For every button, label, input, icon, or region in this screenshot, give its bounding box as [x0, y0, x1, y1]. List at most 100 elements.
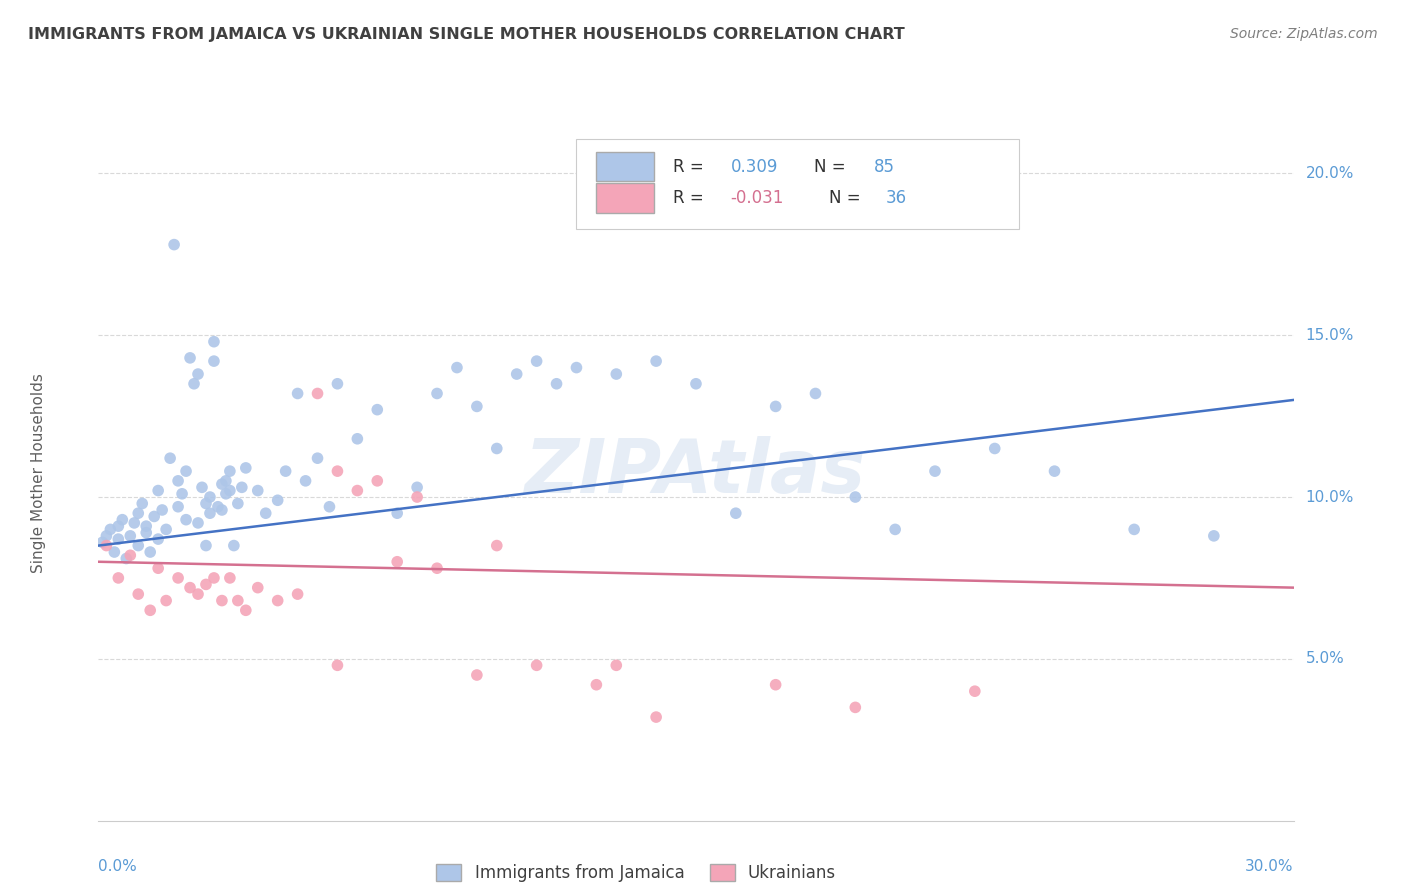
Point [426, 386, 449, 401]
Point [426, 561, 449, 575]
Point [565, 360, 588, 375]
Text: 20.0%: 20.0% [1305, 166, 1354, 181]
Point [179, 351, 201, 365]
Text: 0.0%: 0.0% [98, 859, 138, 874]
Point [485, 442, 508, 456]
Point [111, 513, 134, 527]
Text: IMMIGRANTS FROM JAMAICA VS UKRAINIAN SINGLE MOTHER HOUSEHOLDS CORRELATION CHART: IMMIGRANTS FROM JAMAICA VS UKRAINIAN SIN… [28, 27, 905, 42]
Point [167, 500, 190, 514]
Point [183, 376, 205, 391]
Point [211, 477, 233, 491]
Point [219, 571, 242, 585]
Point [135, 519, 157, 533]
Point [366, 474, 388, 488]
Point [307, 386, 329, 401]
Point [844, 490, 866, 504]
Point [465, 400, 488, 414]
Point [346, 432, 368, 446]
Text: N =: N = [828, 189, 866, 207]
Point [174, 513, 197, 527]
Point [307, 451, 329, 466]
Text: Source: ZipAtlas.com: Source: ZipAtlas.com [1230, 27, 1378, 41]
Point [526, 354, 548, 368]
Point [179, 581, 201, 595]
Text: 15.0%: 15.0% [1305, 327, 1354, 343]
Point [318, 500, 340, 514]
Point [406, 490, 429, 504]
Point [174, 464, 197, 478]
Point [287, 386, 309, 401]
Text: R =: R = [673, 189, 709, 207]
Point [96, 539, 118, 553]
Point [187, 587, 209, 601]
Point [139, 545, 162, 559]
Point [127, 539, 149, 553]
Point [150, 503, 173, 517]
Point [246, 581, 269, 595]
Point [924, 464, 946, 478]
Text: 85: 85 [875, 158, 896, 176]
Point [685, 376, 707, 391]
Point [235, 461, 257, 475]
Point [246, 483, 269, 498]
Point [120, 549, 142, 563]
Point [645, 354, 668, 368]
Point [195, 539, 218, 553]
Point [963, 684, 986, 698]
Point [366, 402, 388, 417]
Point [91, 535, 114, 549]
Point [1202, 529, 1225, 543]
Point [287, 587, 309, 601]
Point [385, 555, 409, 569]
Point [98, 522, 122, 536]
Point [103, 545, 125, 559]
Point [219, 464, 242, 478]
Text: 30.0%: 30.0% [1246, 859, 1294, 874]
Point [202, 571, 225, 585]
Point [226, 593, 249, 607]
Point [346, 483, 368, 498]
Point [135, 525, 157, 540]
Point [645, 710, 668, 724]
Point [506, 367, 529, 381]
Point [167, 571, 190, 585]
Text: 0.309: 0.309 [731, 158, 778, 176]
Point [96, 529, 118, 543]
Point [274, 464, 297, 478]
Point [211, 593, 233, 607]
Point [172, 487, 194, 501]
Point [107, 532, 129, 546]
Point [115, 551, 138, 566]
Point [107, 571, 129, 585]
Point [546, 376, 568, 391]
Point [195, 577, 218, 591]
Point [163, 237, 186, 252]
Point [765, 678, 787, 692]
Point [219, 483, 242, 498]
Point [107, 519, 129, 533]
Point [226, 496, 249, 510]
Point [159, 451, 181, 466]
Text: R =: R = [673, 158, 709, 176]
Point [326, 464, 349, 478]
Point [215, 487, 238, 501]
Point [202, 334, 225, 349]
Point [983, 442, 1005, 456]
Point [211, 503, 233, 517]
Point [844, 700, 866, 714]
Point [267, 493, 290, 508]
Point [139, 603, 162, 617]
Text: N =: N = [814, 158, 851, 176]
Point [127, 587, 149, 601]
Point [148, 483, 170, 498]
Point [187, 516, 209, 530]
Point [385, 506, 409, 520]
Point [605, 658, 627, 673]
Point [294, 474, 316, 488]
Point [485, 539, 508, 553]
Point [198, 490, 221, 504]
Point [124, 516, 146, 530]
Point [222, 539, 245, 553]
Point [235, 603, 257, 617]
Point [127, 506, 149, 520]
